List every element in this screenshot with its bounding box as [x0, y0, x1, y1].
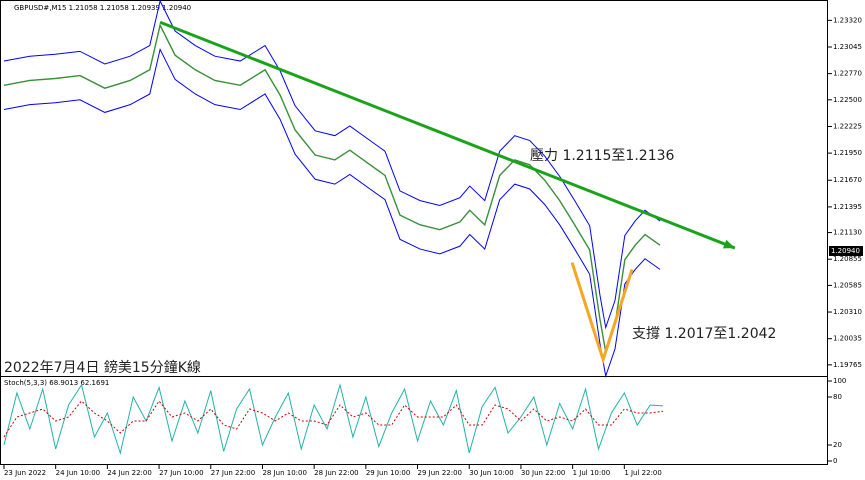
- y-tick-label: 1.22225: [833, 122, 862, 130]
- x-tick-label: 29 Jun 22:00: [418, 469, 462, 477]
- x-tick-label: 23 Jun 2022: [4, 469, 46, 477]
- x-tick-label: 28 Jun 22:00: [314, 469, 358, 477]
- frame: [0, 0, 828, 465]
- x-tick-label: 24 Jun 22:00: [107, 469, 151, 477]
- chart-title: GBPUSD#,M15 1.21058 1.21058 1.20939 1.20…: [14, 4, 191, 12]
- series-line: [3, 400, 664, 438]
- current-price-box: [829, 245, 863, 256]
- x-tick-label: 28 Jun 10:00: [262, 469, 306, 477]
- current-price-label: 1.20940: [831, 247, 860, 255]
- x-tick-label: 1 Jul 10:00: [573, 469, 611, 477]
- y-tick-label: 20: [833, 441, 842, 449]
- trend-line: [159, 20, 736, 250]
- x-tick-label: 30 Jun 22:00: [521, 469, 565, 477]
- y-tick-label: 1.21130: [833, 229, 862, 237]
- y-tick-label: 1.22500: [833, 96, 862, 104]
- x-tick-label: 29 Jun 10:00: [366, 469, 410, 477]
- x-tick-label: 1 Jul 22:00: [624, 469, 662, 477]
- series-line: [3, 47, 661, 378]
- y-tick-label: 1.20310: [833, 308, 862, 316]
- stoch-title: Stoch(5,3,3) 68.9013 62.1691: [4, 379, 109, 387]
- y-tick-label: 0: [833, 457, 837, 465]
- y-tick-label: 1.23045: [833, 43, 862, 51]
- y-tick-label: 1.20035: [833, 335, 862, 343]
- support-label: 支撐 1.2017至1.2042: [632, 326, 776, 342]
- y-tick-label: 1.20585: [833, 281, 862, 289]
- y-tick-label: 1.19765: [833, 361, 862, 369]
- support-v-line: [570, 262, 634, 365]
- x-tick-label: 27 Jun 22:00: [211, 469, 255, 477]
- y-tick-label: 1.21670: [833, 176, 862, 184]
- y-tick-label: 1.22770: [833, 70, 862, 78]
- series-line: [3, 0, 661, 330]
- resistance-label: 壓力 1.2115至1.2136: [530, 148, 675, 164]
- y-tick-label: 1.20855: [833, 255, 862, 263]
- series-line: [3, 383, 664, 455]
- y-tick-label: 1.21395: [833, 203, 862, 211]
- x-tick-label: 30 Jun 10:00: [469, 469, 513, 477]
- y-tick-label: 1.23320: [833, 16, 862, 24]
- y-tick-label: 1.21950: [833, 149, 862, 157]
- trend-arrowhead: [722, 239, 735, 249]
- y-tick-label: 80: [833, 393, 842, 401]
- chart-caption: 2022年7月4日 鎊美15分鐘K線: [4, 359, 201, 376]
- x-tick-label: 24 Jun 10:00: [56, 469, 100, 477]
- x-tick-label: 27 Jun 10:00: [159, 469, 203, 477]
- series-line: [3, 23, 661, 355]
- y-tick-label: 100: [833, 377, 846, 385]
